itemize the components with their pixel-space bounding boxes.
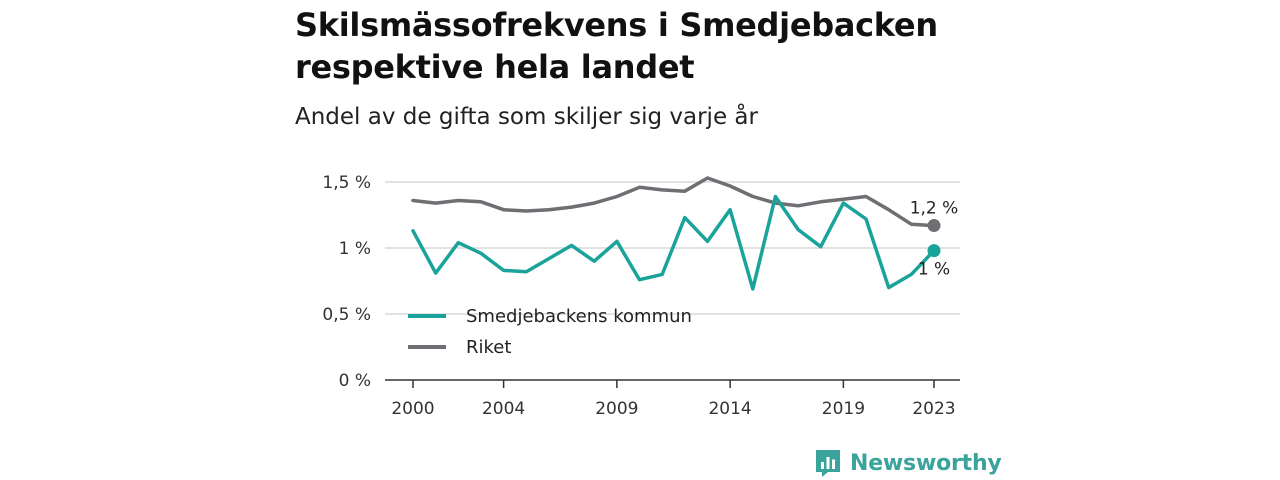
y-tick-label: 1 %	[339, 239, 371, 259]
x-tick-label: 2004	[482, 399, 525, 419]
end-point-riket	[927, 219, 941, 233]
x-tick-label: 2000	[391, 399, 434, 419]
series-line-riket	[411, 176, 936, 228]
legend-label: Smedjebackens kommun	[466, 306, 692, 327]
chart-subtitle: Andel av de gifta som skiljer sig varje …	[295, 104, 758, 130]
y-tick-label: 1,5 %	[322, 173, 371, 193]
brand-logo: Newsworthy	[814, 446, 1002, 480]
series-line-smedjebacken	[411, 194, 936, 291]
newsworthy-logo-icon	[816, 450, 840, 477]
end-label-smedjebacken: 1 %	[918, 260, 950, 280]
x-tick-label: 2014	[708, 399, 751, 419]
chart-title: Skilsmässofrekvens i Smedjebacken respek…	[295, 6, 938, 86]
x-tick-label: 2023	[912, 399, 955, 419]
data-labels: 1 % 1,2 %	[910, 199, 959, 280]
x-tick-label: 2019	[822, 399, 865, 419]
end-point-smedjebacken	[927, 244, 941, 258]
legend: Smedjebackens kommun Riket	[408, 306, 692, 358]
series-lines	[411, 176, 941, 291]
legend-label: Riket	[466, 337, 511, 358]
end-label-riket: 1,2 %	[910, 199, 959, 219]
y-tick-label: 0,5 %	[322, 305, 371, 325]
x-tick-label: 2009	[595, 399, 638, 419]
y-tick-label: 0 %	[339, 371, 371, 391]
axes: 0 % 0,5 % 1 % 1,5 % 2000 2004 2009 2014 2019 2023	[322, 173, 960, 419]
brand-name: Newsworthy	[850, 450, 1002, 476]
